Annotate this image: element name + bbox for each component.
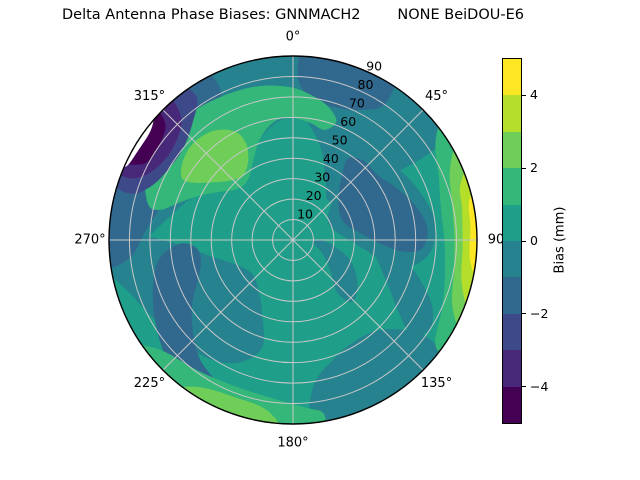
colorbar-segment — [503, 168, 521, 205]
colorbar-tick — [522, 167, 526, 169]
angular-tick-label: 315° — [134, 89, 165, 104]
colorbar-tick — [522, 94, 526, 96]
angular-tick-label: 135° — [421, 376, 452, 391]
angular-tick-label: 0° — [286, 30, 301, 45]
south-rim-green-band — [135, 345, 326, 424]
colorbar-segment — [503, 350, 521, 387]
radial-tick-label: 60 — [340, 114, 356, 129]
radial-tick-label: 10 — [297, 207, 313, 222]
colorbar-segment — [503, 131, 521, 169]
colorbar-tick — [522, 240, 526, 242]
grid-spoke — [162, 109, 294, 241]
grid-spoke — [292, 109, 424, 241]
northwest-green-core — [180, 129, 249, 184]
colorbar-segment — [503, 204, 521, 241]
colorbar-tick-label: 4 — [530, 87, 538, 103]
east-rim-yellow-sliver — [468, 190, 477, 283]
polar-rim — [108, 55, 478, 425]
angular-tick-label: 45° — [425, 89, 448, 104]
colorbar-tick — [522, 313, 526, 315]
colorbar-segment — [503, 313, 521, 351]
radial-tick-label: 30 — [314, 170, 330, 185]
colorbar-tick-label: −4 — [530, 378, 549, 394]
grid-spoke — [162, 239, 294, 371]
angular-tick-label: 270° — [74, 233, 105, 248]
colorbar-tick — [522, 386, 526, 388]
grid-spoke — [292, 239, 424, 371]
radial-tick-label: 90 — [366, 58, 382, 73]
colorbar: 4 2 0 −2 −4 — [502, 58, 548, 424]
angular-tick-label: 90 — [488, 233, 505, 248]
colorbar-segment — [503, 95, 521, 132]
colorbar-axis-label: Bias (mm) — [552, 206, 568, 274]
colorbar-segment — [503, 59, 521, 96]
east-blue-blob — [338, 156, 428, 253]
angular-tick-label: 180° — [277, 436, 308, 451]
chart-title: Delta Antenna Phase Biases: GNNMACH2 NON… — [62, 7, 524, 23]
north-northeast-rim-blue-patch — [297, 56, 395, 111]
colorbar-segment — [503, 277, 521, 314]
radial-tick-label: 40 — [323, 151, 339, 166]
colorbar-tick-label: −2 — [530, 305, 549, 321]
radial-tick-label: 20 — [306, 188, 322, 203]
colorbar-segment — [503, 386, 521, 423]
angular-tick-label: 225° — [134, 376, 165, 391]
colorbar-segment — [503, 240, 521, 278]
east-lower-dark-streak — [373, 242, 434, 334]
center-east-dark-patch — [313, 239, 358, 303]
radial-tick-label: 70 — [349, 96, 365, 111]
radial-tick-label: 80 — [358, 77, 374, 92]
colorbar-tick-label: 0 — [530, 233, 538, 248]
radial-tick-label: 50 — [332, 133, 348, 148]
colorbar-tick-label: 2 — [530, 160, 538, 176]
